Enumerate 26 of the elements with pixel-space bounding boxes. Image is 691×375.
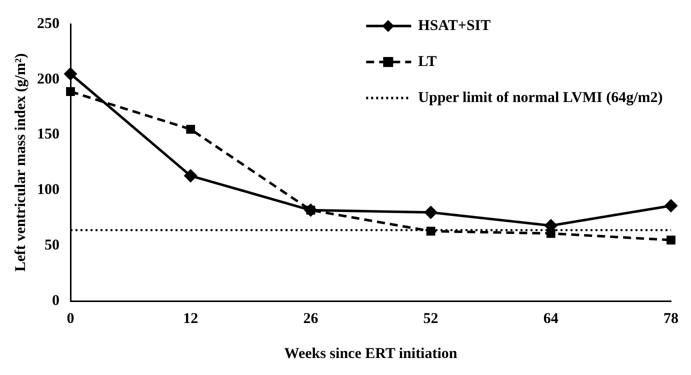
x-tick-label: 26: [303, 310, 319, 327]
y-tick-label: 100: [37, 182, 60, 198]
point: [66, 87, 75, 96]
y-tick-label: 0: [52, 292, 60, 309]
y-tick-label: 150: [37, 126, 60, 143]
x-tick-label: 52: [423, 310, 438, 327]
point: [666, 236, 676, 244]
y-axis-title: Left ventricular mass index (g/m²): [12, 53, 29, 272]
point: [546, 228, 556, 238]
point: [184, 170, 197, 182]
legend-label: Upper limit of normal LVMI (64g/m2): [418, 90, 663, 106]
y-tick-label: 50: [44, 237, 60, 254]
legend-label: LT: [418, 54, 437, 70]
point: [426, 226, 436, 236]
point: [664, 199, 678, 212]
x-tick-label: 0: [66, 310, 74, 327]
legend-label: HSAT+SIT: [418, 18, 491, 34]
x-tick-label: 64: [543, 310, 559, 327]
point: [64, 68, 77, 80]
point: [424, 206, 438, 219]
y-tick-label: 200: [37, 71, 60, 88]
x-tick-label: 12: [183, 310, 198, 327]
x-tick-label: 78: [664, 310, 678, 327]
x-axis-title: Weeks since ERT initiation: [284, 346, 458, 362]
point: [186, 124, 196, 134]
y-tick-label: 250: [37, 16, 60, 32]
